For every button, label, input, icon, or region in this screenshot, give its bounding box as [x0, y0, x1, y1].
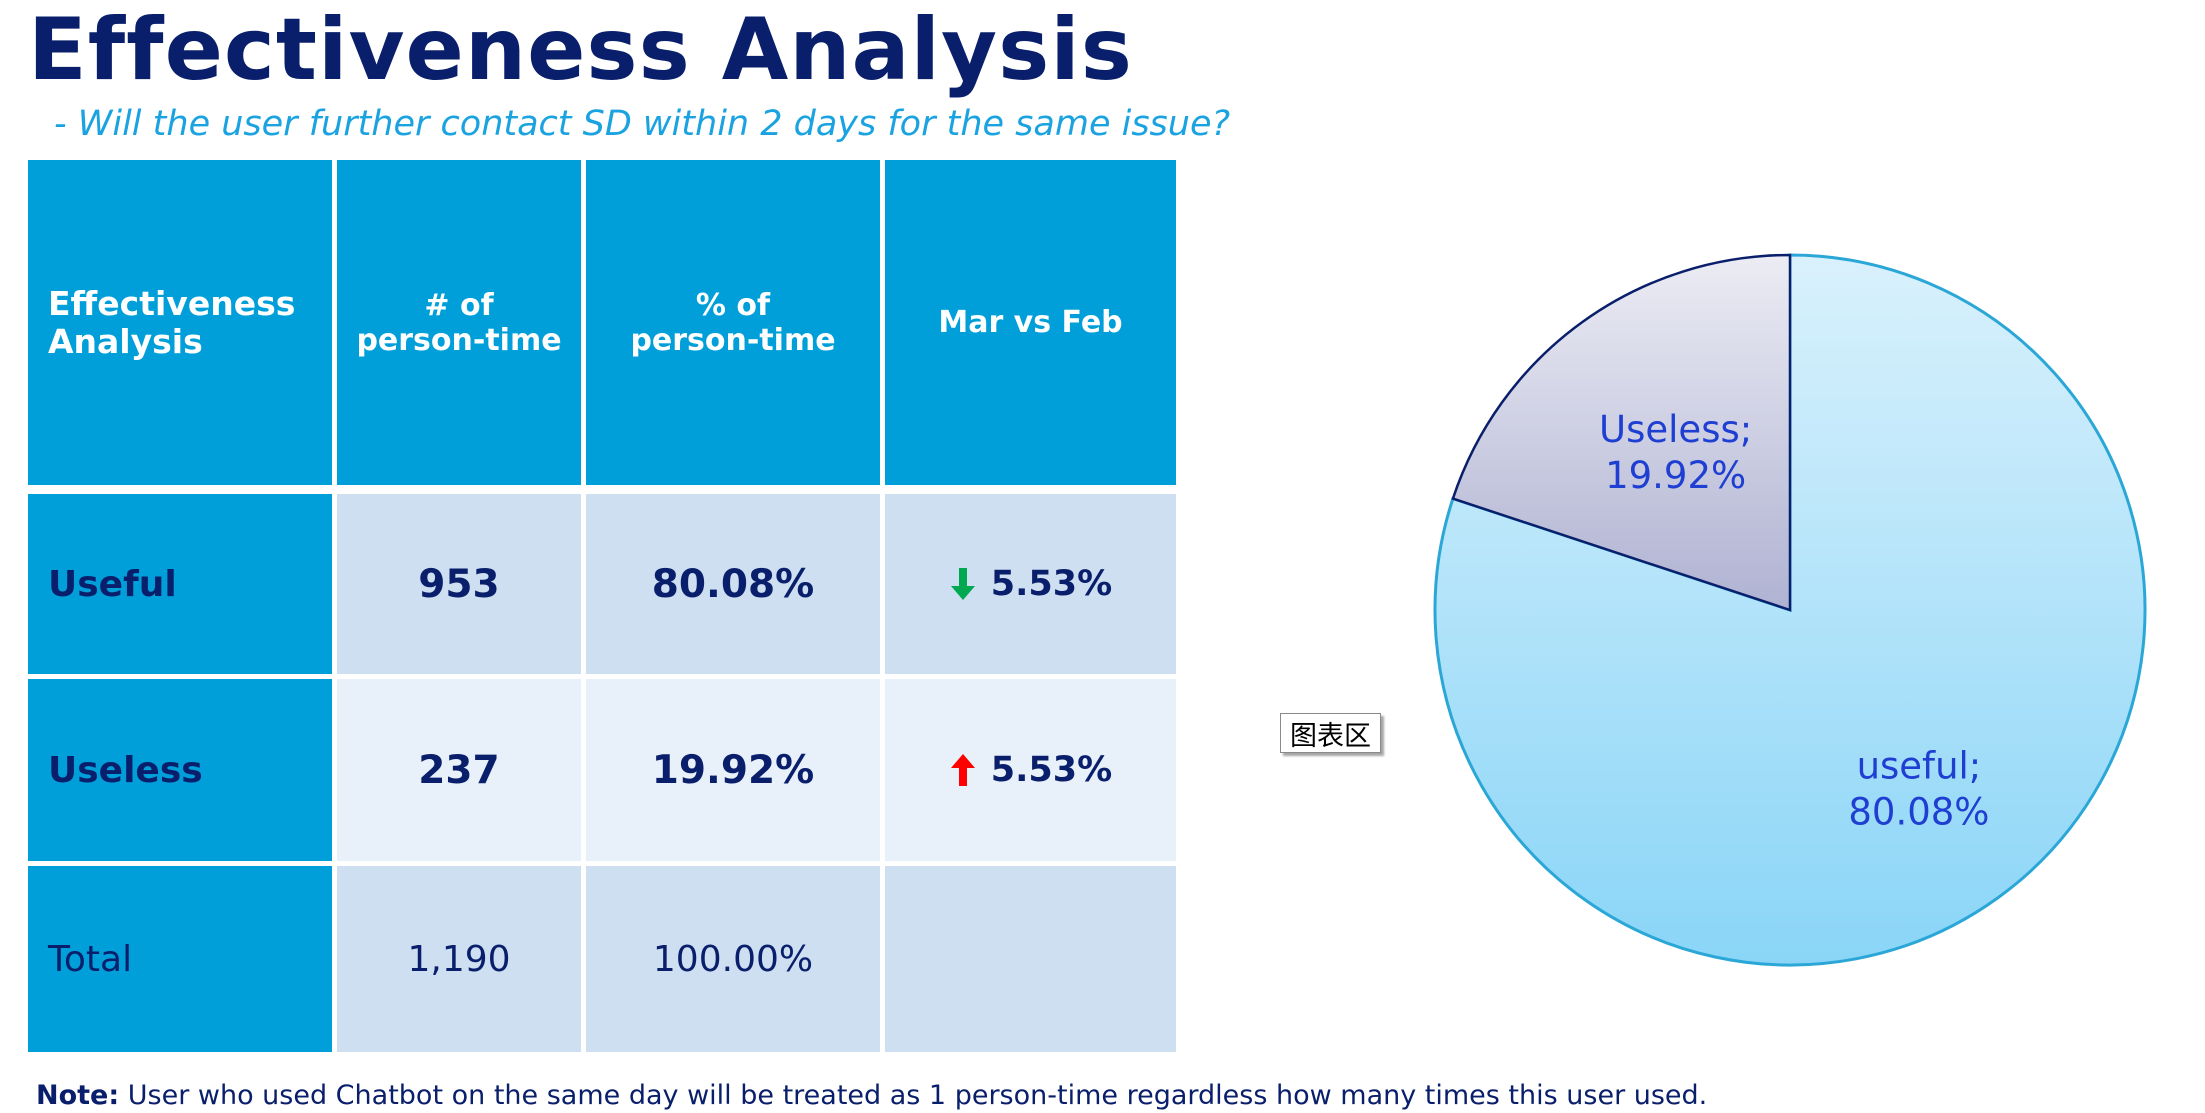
cell-value: 953: [418, 561, 500, 607]
row-label-useless: Useless: [28, 679, 332, 861]
pie-data-label: 80.08%: [1848, 790, 1989, 833]
useless-change: 5.53%: [885, 679, 1176, 861]
useless-percent: 19.92%: [586, 679, 880, 861]
header-mar-vs-feb: Mar vs Feb: [885, 160, 1176, 485]
cell-value: 19.92%: [651, 747, 815, 793]
header-line: # of: [424, 287, 494, 323]
header-line: person-time: [630, 322, 836, 358]
cell-value: 1,190: [407, 938, 511, 980]
header-count: # of person-time: [337, 160, 581, 485]
header-line: Mar vs Feb: [938, 305, 1123, 340]
useful-count: 953: [337, 494, 581, 674]
pie-chart[interactable]: useful;80.08% Useless;19.92%: [1400, 220, 2200, 1020]
pie-slice-useless[interactable]: [1451, 253, 1792, 612]
pie-data-label: 19.92%: [1605, 454, 1746, 497]
row-label-total: Total: [28, 866, 332, 1052]
note-text: User who used Chatbot on the same day wi…: [119, 1080, 1708, 1111]
useful-percent: 80.08%: [586, 494, 880, 674]
row-label-text: Useful: [48, 563, 177, 605]
row-label-text: Useless: [48, 749, 203, 791]
header-line: Analysis: [48, 321, 203, 361]
note-label: Note:: [36, 1080, 120, 1111]
cell-value: 5.53%: [990, 750, 1113, 790]
cell-value: 80.08%: [651, 561, 815, 607]
page-subtitle: - Will the user further contact SD withi…: [54, 104, 1231, 144]
pie-data-label: useful;: [1857, 744, 1982, 787]
useful-change: 5.53%: [885, 494, 1176, 674]
cell-value: 100.00%: [652, 938, 814, 980]
row-label-text: Total: [48, 938, 133, 980]
cell-value: 5.53%: [990, 564, 1113, 604]
arrow-down-icon: [950, 568, 975, 600]
header-percent: % of person-time: [586, 160, 880, 485]
pie-data-label: Useless;: [1599, 408, 1752, 451]
footnote: Note: User who used Chatbot on the same …: [36, 1080, 1707, 1111]
header-line: % of: [695, 287, 771, 323]
arrow-up-icon: [950, 754, 975, 786]
cell-value: 237: [418, 747, 500, 793]
total-percent: 100.00%: [586, 866, 880, 1052]
useless-count: 237: [337, 679, 581, 861]
total-change: [885, 866, 1176, 1052]
page-title: Effectiveness Analysis: [28, 0, 1133, 100]
chart-area-tooltip: 图表区: [1280, 713, 1381, 753]
effectiveness-table: Effectiveness Analysis # of person-time % …: [28, 160, 1176, 1052]
total-count: 1,190: [337, 866, 581, 1052]
header-line: Effectiveness: [48, 283, 296, 323]
row-label-useful: Useful: [28, 494, 332, 674]
header-effectiveness-analysis: Effectiveness Analysis: [28, 160, 332, 485]
header-line: person-time: [356, 322, 562, 358]
